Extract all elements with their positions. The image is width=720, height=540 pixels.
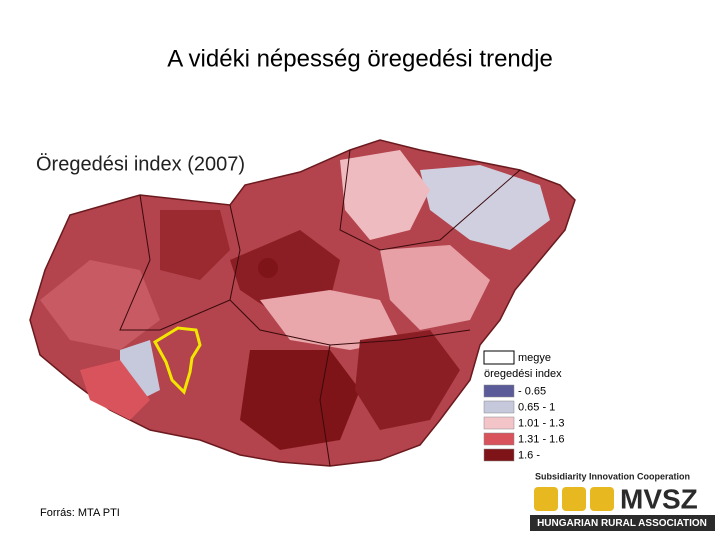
legend-swatch [483, 448, 515, 462]
legend-label: 1.01 - 1.3 [518, 417, 564, 429]
map [29, 139, 576, 467]
legend-swatch [483, 350, 515, 365]
legend-swatch [483, 400, 515, 414]
legend: megye öregedési index - 0.65 0.65 - 1 1.01… [482, 348, 568, 466]
region [240, 350, 360, 450]
legend-label: megye [518, 352, 551, 364]
logo-icon [534, 487, 558, 511]
legend-swatch [483, 416, 515, 430]
region [260, 290, 400, 350]
region [258, 258, 278, 278]
logo-icon [562, 487, 586, 511]
county-border [319, 344, 331, 467]
logo-name: MVSZ [620, 483, 698, 514]
region [355, 330, 460, 430]
legend-swatch [483, 384, 515, 398]
legend-title: öregedési index [484, 368, 562, 380]
region [40, 260, 160, 350]
map-title: Öregedési index (2007) [36, 153, 245, 175]
legend-swatch [483, 432, 515, 446]
logo-tagline: Subsidiarity Innovation Cooperation [535, 471, 690, 481]
region [230, 230, 340, 310]
logo: Subsidiarity Innovation Cooperation MVSZ… [530, 471, 715, 531]
region [420, 165, 550, 250]
logo-subtitle: HUNGARIAN RURAL ASSOCIATION [537, 518, 707, 529]
county-border [339, 149, 521, 251]
slide-title: A vidéki népesség öregedési trendje [167, 45, 553, 72]
region [340, 150, 430, 240]
logo-bar [530, 515, 715, 531]
legend-label: 0.65 - 1 [518, 401, 555, 413]
highlight-area [152, 326, 202, 395]
region [80, 360, 150, 420]
region [380, 245, 490, 330]
county-border [119, 194, 241, 331]
source-note: Forrás: MTA PTI [40, 507, 120, 519]
legend-label: 1.31 - 1.6 [518, 433, 564, 445]
logo-icon [590, 487, 614, 511]
legend-label: 1.6 - [518, 449, 540, 461]
region [160, 210, 230, 280]
legend-label: - 0.65 [518, 385, 546, 397]
